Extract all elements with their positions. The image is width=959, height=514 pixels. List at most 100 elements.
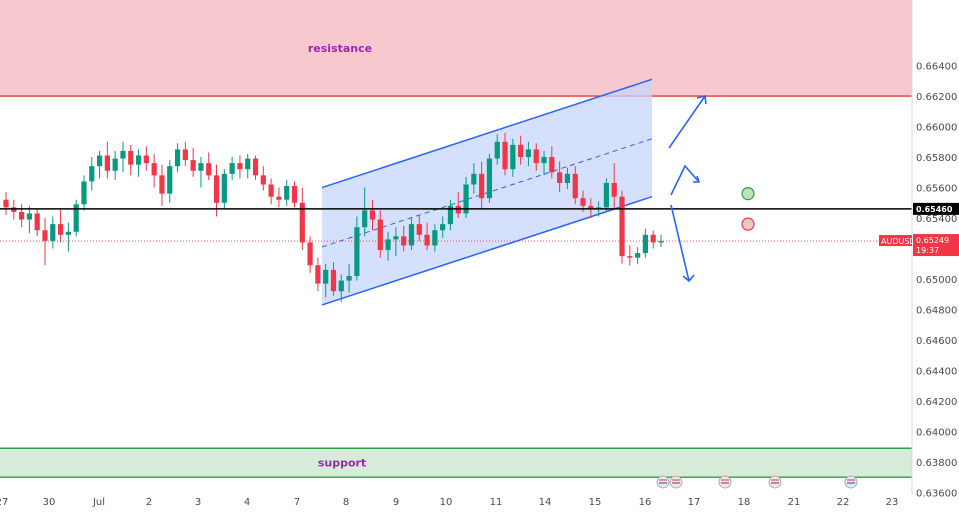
x-tick-label: 11	[490, 497, 503, 508]
y-tick-label: 0.65000	[916, 275, 957, 286]
candle-body	[416, 224, 422, 235]
candle	[206, 152, 212, 180]
candle-body	[541, 157, 547, 164]
x-axis[interactable]: 2730Jul23478910111415161718212223	[0, 497, 898, 508]
candle-body	[572, 173, 578, 199]
candle-body	[377, 219, 383, 251]
candle	[65, 222, 71, 252]
x-tick-label: 14	[539, 497, 552, 508]
support-label: support	[318, 457, 366, 470]
candle	[369, 199, 376, 231]
candle-body	[463, 184, 469, 214]
event-icon	[768, 475, 782, 489]
bearish-target-circle	[741, 217, 755, 231]
candle	[57, 208, 64, 243]
flag-icon	[656, 475, 670, 489]
candle	[159, 164, 165, 206]
candle	[34, 208, 40, 237]
resistance-label: resistance	[308, 42, 372, 55]
flag-icon	[844, 475, 858, 489]
event-icon	[844, 475, 858, 489]
candle-body	[603, 182, 610, 208]
y-tick-label: 0.63800	[916, 458, 957, 469]
flag-icon	[669, 475, 683, 489]
candle-body	[518, 144, 524, 158]
support-zone	[0, 448, 912, 478]
y-tick-label: 0.66200	[916, 92, 957, 103]
candle-body	[479, 173, 485, 199]
countdown-label: 19:37	[916, 246, 939, 255]
x-tick-label: 9	[393, 497, 399, 508]
candle	[338, 274, 344, 302]
price-tag-label: 0.65249	[916, 236, 949, 245]
candle-body	[354, 227, 360, 276]
candle-body	[245, 158, 251, 170]
candle-body	[658, 240, 664, 243]
x-tick-label: 21	[788, 497, 801, 508]
y-tick-label: 0.66400	[916, 62, 957, 73]
channel-upper-line	[321, 78, 653, 189]
candle	[518, 135, 524, 165]
key-level-line[interactable]	[0, 208, 912, 242]
candle	[174, 143, 181, 173]
candle	[135, 149, 142, 177]
candle	[346, 263, 352, 293]
candle	[221, 169, 227, 209]
candle	[237, 155, 243, 179]
x-tick-label: 17	[688, 497, 701, 508]
candle	[564, 167, 571, 190]
candle-body	[252, 158, 259, 176]
candle	[650, 230, 656, 249]
candle	[323, 263, 329, 298]
bearish-arrow-head	[682, 274, 695, 283]
y-tick-label: 0.64600	[916, 336, 957, 347]
y-axis[interactable]: 0.66400 0.66200 0.66000 0.65800 0.65600 0.654…	[879, 0, 959, 499]
candle-body	[120, 150, 126, 159]
candle	[3, 192, 9, 215]
candle	[502, 132, 508, 176]
x-tick-label: Jul	[92, 497, 105, 508]
bearish-arrow-shaft	[670, 204, 690, 282]
event-icons[interactable]	[656, 475, 858, 489]
candle-body	[89, 166, 95, 182]
candle-body	[494, 141, 500, 159]
candle-body	[229, 163, 235, 174]
candle	[354, 216, 360, 281]
bullish-arrow-head	[696, 95, 707, 105]
candle-body	[167, 166, 173, 194]
candle-body	[642, 234, 649, 254]
candle-body	[471, 173, 477, 185]
candle-body	[346, 275, 352, 281]
candle-body	[588, 205, 594, 209]
candle	[229, 157, 235, 180]
y-tick-label: 0.66000	[916, 123, 957, 134]
x-tick-label: 18	[738, 497, 751, 508]
candle-body	[112, 158, 118, 171]
candle	[463, 176, 469, 219]
zones: resistance support	[0, 0, 912, 478]
candle	[393, 227, 399, 257]
x-tick-label: 7	[294, 497, 300, 508]
candle	[533, 143, 539, 171]
candle	[276, 187, 282, 208]
candle-body	[73, 204, 79, 232]
candle-body	[393, 236, 399, 240]
candle-body	[408, 224, 415, 246]
candle-body	[533, 149, 539, 164]
candle	[213, 164, 220, 217]
candle-body	[57, 224, 64, 235]
candle	[572, 166, 578, 205]
candle	[89, 157, 95, 191]
candle-body	[213, 175, 220, 203]
candle	[611, 163, 617, 209]
candle-body	[619, 196, 625, 257]
candle	[120, 141, 126, 173]
candle	[284, 179, 290, 206]
y-tick-label: 0.65600	[916, 184, 957, 195]
channel-lower-line	[321, 195, 653, 306]
candle-body	[635, 253, 641, 258]
candle	[642, 228, 649, 258]
scenario-arrows[interactable]	[668, 95, 755, 283]
candle	[151, 153, 157, 188]
